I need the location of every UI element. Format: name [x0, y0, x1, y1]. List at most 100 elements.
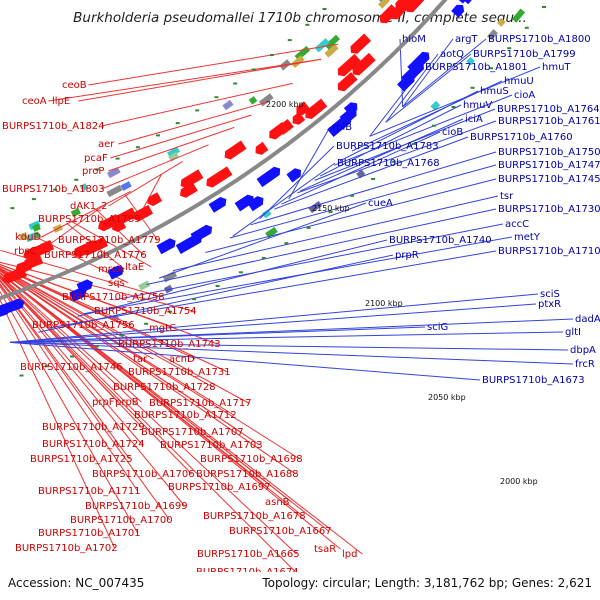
reverse-gene-arrow — [286, 168, 301, 183]
right-gene-label: BURPS1710b_A1783 — [336, 141, 439, 152]
kbp-ticks: 2200 kbp 2150 kbp 2100 kbp 2050 kbp 2000 kbp — [10, 6, 546, 486]
right-label-line — [9, 341, 574, 365]
left-gene-label: BURPS1710b_A1746 — [20, 362, 123, 373]
right-gene-label: metY — [514, 232, 541, 243]
gene-arrows — [0, 0, 482, 319]
left-gene-label: BURPS1710b_A1667 — [229, 526, 332, 537]
right-label-line — [49, 250, 497, 329]
tick-mark — [251, 68, 256, 71]
left-gene-label: dAK1_2 — [70, 201, 107, 212]
left-label-line — [101, 144, 209, 190]
forward-gene-arrow — [255, 141, 269, 155]
left-gene-label: BURPS1710b_A1698 — [200, 454, 303, 465]
tick-mark — [192, 298, 197, 301]
right-gene-label: BURPS1710b_A1747 — [498, 160, 600, 171]
forward-gene-arrow — [133, 204, 154, 222]
right-label-line — [274, 136, 469, 210]
left-gene-label: BURPS1710b_A1728 — [113, 382, 216, 393]
left-gene-label: BURPS1710b_A1712 — [134, 410, 237, 421]
left-gene-label: BURPS1710b_A1700 — [70, 515, 173, 526]
right-label-line — [297, 120, 497, 194]
left-gene-label: BURPS1710b_A1702 — [15, 543, 118, 554]
tick-mark — [350, 194, 354, 197]
left-gene-label: BURPS1710b_A1789 — [38, 214, 141, 225]
right-gene-label: BURPS1710b_A1745 — [498, 174, 600, 185]
left-gene-label: acnD — [169, 354, 195, 365]
tick-mark — [31, 198, 36, 201]
tick-mark — [233, 82, 238, 85]
tick-mark — [284, 242, 289, 245]
map-title: Burkholderia pseudomallei 1710b chromoso… — [73, 10, 527, 26]
left-label-line — [110, 114, 252, 159]
footer-background — [0, 572, 600, 600]
left-label-line — [88, 43, 339, 86]
left-label-line — [41, 190, 131, 238]
forward-gene-arrow — [395, 0, 416, 11]
feature-box — [70, 208, 81, 218]
feature-box — [168, 151, 180, 162]
right-label-line — [250, 151, 497, 226]
left-label-line — [118, 101, 270, 145]
right-label-line — [299, 118, 464, 192]
right-gene-label: gltI — [565, 327, 581, 338]
reverse-gene-arrow — [156, 238, 176, 255]
forward-gene-arrow — [81, 236, 108, 256]
right-gene-label: dbpA — [570, 345, 596, 356]
left-label-line — [48, 58, 322, 102]
left-label-line — [0, 280, 185, 507]
left-gene-label: mgtC — [149, 323, 176, 334]
left-gene-label: BURPS1710b_A1758 — [62, 292, 165, 303]
tick-mark — [95, 168, 100, 171]
forward-gene-arrow — [352, 52, 376, 76]
right-label-line — [146, 208, 497, 285]
forward-gene-arrow — [206, 166, 233, 188]
reverse-gene-arrow — [343, 102, 358, 116]
feature-box — [106, 184, 123, 198]
backbone-circle — [0, 0, 448, 301]
left-label-line — [0, 272, 341, 550]
right-gene-label: BURPS1710b_A1730 — [498, 204, 600, 215]
right-label-line — [385, 53, 472, 123]
right-label-line — [402, 38, 454, 108]
right-label-line — [369, 66, 541, 137]
chromosome-track — [0, 0, 448, 301]
right-gene-label: hmuT — [542, 62, 571, 73]
right-label-line — [114, 223, 504, 301]
left-label-line — [95, 208, 144, 256]
left-gene-label: rbsC — [14, 246, 37, 257]
tick-mark — [214, 96, 219, 99]
left-label-line — [0, 276, 296, 573]
forward-gene-arrow — [337, 53, 362, 77]
left-gene-label: kduD — [15, 232, 41, 243]
left-gene-label: prpF — [92, 397, 115, 408]
right-gene-label: BURPS1710b_A1740 — [389, 235, 492, 246]
right-label-line — [351, 80, 503, 152]
right-label-line — [288, 126, 331, 200]
left-gene-label: proP — [82, 166, 104, 177]
right-gene-label: cioA — [514, 90, 535, 101]
feature-box — [166, 146, 181, 158]
feature-box — [32, 223, 41, 232]
right-gene-label: hioM — [402, 34, 426, 45]
right-gene-label: BURPS1710b_A1768 — [337, 158, 440, 169]
tick-mark — [391, 160, 396, 163]
right-label-line — [9, 341, 569, 351]
left-gene-label: ltaE — [125, 262, 144, 273]
right-label-line — [9, 303, 537, 343]
tick-mark — [175, 122, 180, 125]
forward-gene-arrow — [98, 214, 121, 232]
left-gene-label: aer — [98, 139, 115, 150]
right-gene-label: BURPS1710b_A1799 — [473, 49, 576, 60]
feature-box — [262, 209, 272, 219]
right-gene-label: BURPS1710b_A1801 — [425, 62, 528, 73]
right-gene-label: BURPS1710b_A1764 — [497, 104, 600, 115]
left-gene-label: BURPS1710b_A1697 — [168, 482, 271, 493]
left-gene-label: BURPS1710b_A1703 — [160, 440, 263, 451]
right-label-line — [77, 239, 388, 317]
tick-mark — [524, 26, 529, 29]
left-gene-label: asnB — [265, 497, 290, 508]
right-gene-label: sciS — [540, 289, 560, 300]
reverse-gene-arrow — [256, 166, 281, 188]
right-label-line — [399, 38, 404, 108]
feature-box — [487, 29, 498, 41]
